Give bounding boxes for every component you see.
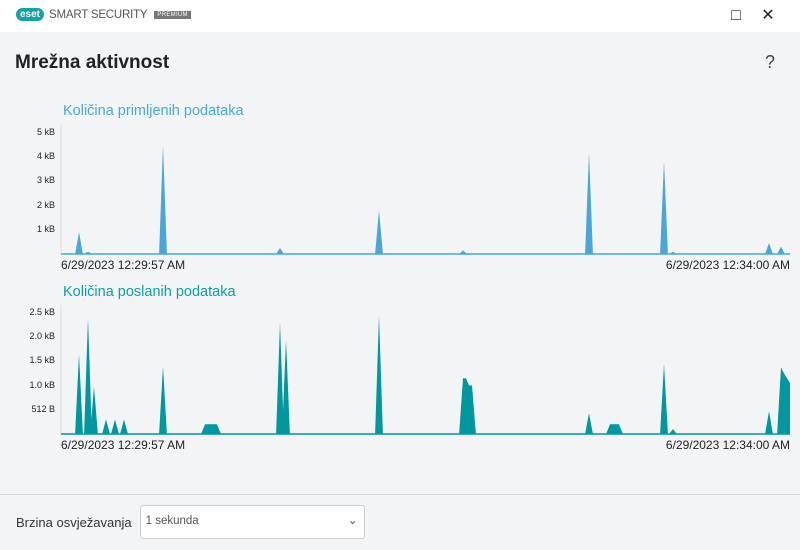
data-point-area [214,424,221,434]
y-tick-label: 5 kB [36,127,55,137]
data-point-area [585,413,593,434]
data-point-area [159,366,167,434]
y-tick-label: 2.5 kB [29,307,55,317]
data-point-area [75,232,83,254]
x-tick-label: 6/29/2023 12:29:57 AM [61,438,186,452]
data-point-area [375,315,383,434]
y-tick-label: 2 kB [36,199,55,210]
data-point-area [777,246,785,254]
data-point-area [276,247,284,254]
data-point-area [159,145,167,254]
product-name: SMART SECURITY [49,8,148,21]
page-title: Mrežna aktivnost [15,52,170,73]
brand: eset SMART SECURITY PREMIUM [16,8,191,21]
data-point-area [765,411,773,434]
chevron-down-icon: ⌄ [347,513,358,527]
received-chart-title: Količina primljenih podataka [63,103,244,119]
eset-logo: eset [16,8,45,21]
x-tick-label: 6/29/2023 12:29:57 AM [61,258,186,272]
data-point-area [120,419,128,434]
data-point-area [75,354,83,434]
data-point-area [90,387,98,434]
data-point-area [660,363,668,434]
refresh-rate-label: Brzina osvježavanja [16,514,132,530]
y-tick-label: 1 kB [36,223,55,234]
data-point-area [276,322,284,434]
y-tick-label: 1.0 kB [29,379,55,390]
edition-badge: PREMIUM [154,10,191,19]
data-point-area [84,317,92,434]
y-tick-label: 1.5 kB [29,355,55,366]
data-point-area [375,210,383,254]
data-point-area [111,419,119,434]
data-point-area [459,250,467,254]
help-button[interactable]: ? [765,52,776,72]
data-point-area [765,243,773,254]
close-icon[interactable]: ✕ [761,7,775,24]
y-tick-label: 2.0 kB [29,331,55,342]
data-point-area [282,339,290,434]
y-tick-label: 4 kB [36,151,55,162]
y-tick-label: 512 B [31,403,55,414]
refresh-rate-value: 1 sekunda [145,515,199,527]
refresh-rate-select[interactable]: 1 sekunda ⌄ [139,505,365,539]
footer: Brzina osvježavanja 1 sekunda ⌄ [16,505,365,539]
x-tick-label: 6/29/2023 12:34:00 AM [665,438,790,452]
divider [0,494,800,495]
data-point-area [616,424,623,434]
maximize-icon[interactable]: □ [731,7,741,24]
data-point-area [669,429,677,434]
y-tick-label: 3 kB [36,175,55,186]
data-point-area [469,385,476,434]
x-tick-label: 6/29/2023 12:34:00 AM [665,258,790,272]
sent-chart-title: Količina poslanih podataka [63,284,236,300]
data-point-area [660,160,668,254]
data-point-area [787,378,790,434]
data-point-area [585,152,593,254]
data-point-area [102,419,110,434]
title-bar: eset SMART SECURITY PREMIUM □ ✕ [0,0,800,32]
